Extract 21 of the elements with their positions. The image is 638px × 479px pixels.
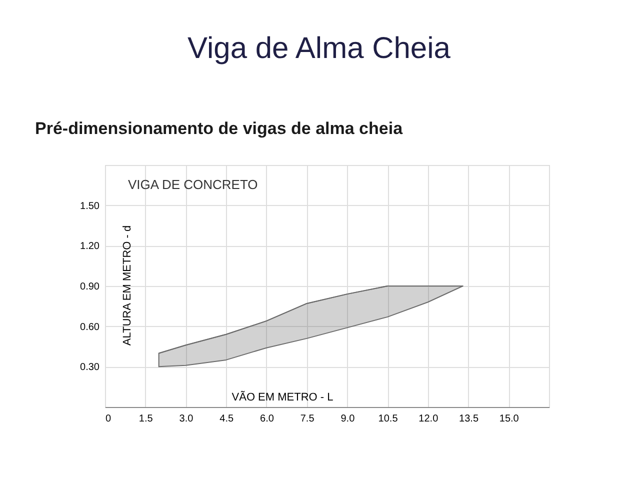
x-tick-label: 0	[106, 414, 112, 424]
x-tick-label: 1.5	[138, 414, 154, 424]
x-tick-label: 4.5	[220, 414, 234, 424]
y-tick-label: 0.60	[80, 322, 100, 333]
x-tick-label: 3.0	[179, 414, 194, 424]
y-tick-label: 0.90	[80, 282, 100, 292]
x-tick-label: 7.5	[300, 414, 315, 424]
x-tick-label: 9.0	[340, 414, 356, 424]
x-axis-title: VÃO EM METRO - L	[232, 390, 334, 404]
x-tick-label: 12.0	[418, 414, 439, 424]
y-tick-label: 0.30	[80, 362, 100, 374]
y-tick-label: 1.20	[80, 241, 100, 252]
x-tick-label: 15.0	[499, 414, 520, 424]
x-tick-label: 10.5	[378, 414, 398, 424]
y-tick-label: 1.50	[80, 200, 100, 212]
x-tick-label: 13.5	[459, 414, 479, 424]
chart-subtitle: Pré-dimensionamento de vigas de alma cheia	[35, 119, 404, 138]
y-axis-title: ALTURA EM METRO - d	[122, 225, 134, 346]
annotation: VIGA DE CONCRETO	[128, 177, 258, 192]
x-tick-label: 6.0	[260, 414, 274, 424]
chart-title: Viga de Alma Cheia	[188, 32, 451, 65]
